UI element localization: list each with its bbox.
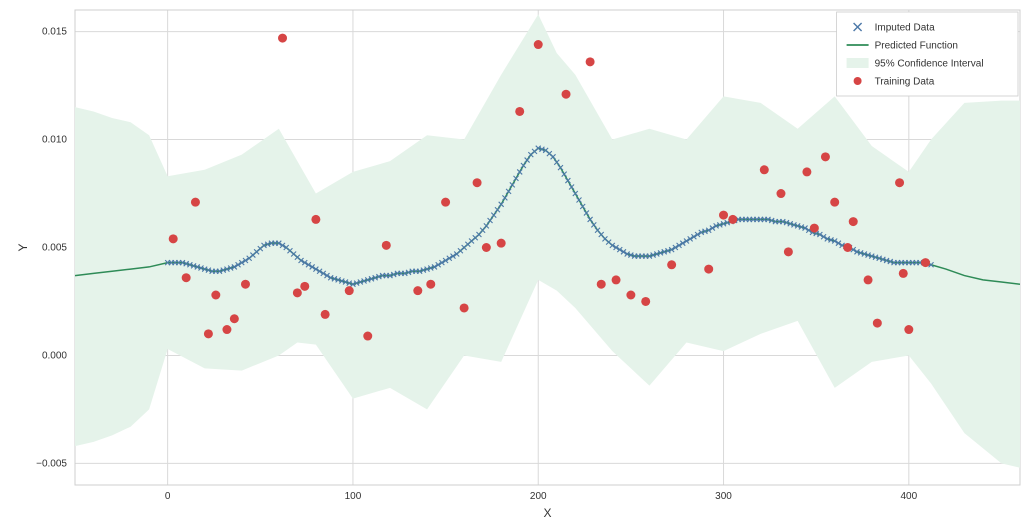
- x-tick-label: 100: [345, 491, 362, 502]
- training-dot: [311, 215, 320, 224]
- training-dot: [641, 297, 650, 306]
- y-axis-label: Y: [16, 243, 30, 251]
- training-dot: [230, 314, 239, 323]
- training-dot: [515, 107, 524, 116]
- chart-svg: 0 100 200 300 400 −0.005 0.000 0.005 0.010 0.015 X…: [0, 0, 1030, 529]
- x-tick-label: 300: [715, 491, 732, 502]
- training-dot: [460, 303, 469, 312]
- training-dot: [802, 167, 811, 176]
- training-dot: [300, 282, 309, 291]
- x-tick-label: 200: [530, 491, 547, 502]
- training-dot: [597, 280, 606, 289]
- training-dot: [667, 260, 676, 269]
- training-dot: [441, 198, 450, 207]
- training-dot: [921, 258, 930, 267]
- training-dot: [211, 291, 220, 300]
- x-axis-label: X: [543, 506, 551, 520]
- training-dot: [899, 269, 908, 278]
- training-dot: [321, 310, 330, 319]
- y-tick-label: 0.005: [42, 243, 67, 254]
- training-dot: [345, 286, 354, 295]
- training-dot: [278, 34, 287, 43]
- chart-container: 0 100 200 300 400 −0.005 0.000 0.005 0.010 0.015 X…: [0, 0, 1030, 529]
- training-dot: [821, 152, 830, 161]
- training-dot: [363, 332, 372, 341]
- training-dot: [182, 273, 191, 282]
- training-dot: [719, 211, 728, 220]
- training-dot: [534, 40, 543, 49]
- training-dot: [776, 189, 785, 198]
- training-dot: [830, 198, 839, 207]
- training-dot: [204, 329, 213, 338]
- legend-label: Imputed Data: [875, 23, 935, 34]
- legend-label: 95% Confidence Interval: [875, 59, 984, 70]
- training-dot: [169, 234, 178, 243]
- training-dot: [482, 243, 491, 252]
- training-dot: [864, 275, 873, 284]
- training-dot: [849, 217, 858, 226]
- y-tick-label: 0.000: [42, 350, 67, 361]
- training-dot: [191, 198, 200, 207]
- training-dot: [895, 178, 904, 187]
- training-dot: [473, 178, 482, 187]
- training-dot: [241, 280, 250, 289]
- training-dot: [873, 319, 882, 328]
- y-tick-label: −0.005: [36, 458, 67, 469]
- training-dot: [293, 288, 302, 297]
- training-dot: [843, 243, 852, 252]
- training-dot: [382, 241, 391, 250]
- legend-patch-icon: [847, 58, 869, 68]
- legend-label: Predicted Function: [875, 41, 958, 52]
- training-dot: [413, 286, 422, 295]
- training-dot: [612, 275, 621, 284]
- training-dot: [810, 224, 819, 233]
- y-tick-label: 0.010: [42, 135, 67, 146]
- training-dot: [760, 165, 769, 174]
- training-dot: [728, 215, 737, 224]
- training-dot: [784, 247, 793, 256]
- x-tick-label: 0: [165, 491, 171, 502]
- y-tick-label: 0.015: [42, 27, 67, 38]
- legend: Imputed Data Predicted Function 95% Confid…: [837, 12, 1018, 96]
- training-dot: [904, 325, 913, 334]
- x-tick-label: 400: [900, 491, 917, 502]
- training-dot: [426, 280, 435, 289]
- training-dot: [704, 265, 713, 274]
- training-dot: [586, 57, 595, 66]
- training-dot: [562, 90, 571, 99]
- training-dot: [222, 325, 231, 334]
- legend-dot-icon: [854, 77, 862, 85]
- training-dot: [626, 291, 635, 300]
- training-dot: [497, 239, 506, 248]
- legend-label: Training Data: [875, 77, 935, 88]
